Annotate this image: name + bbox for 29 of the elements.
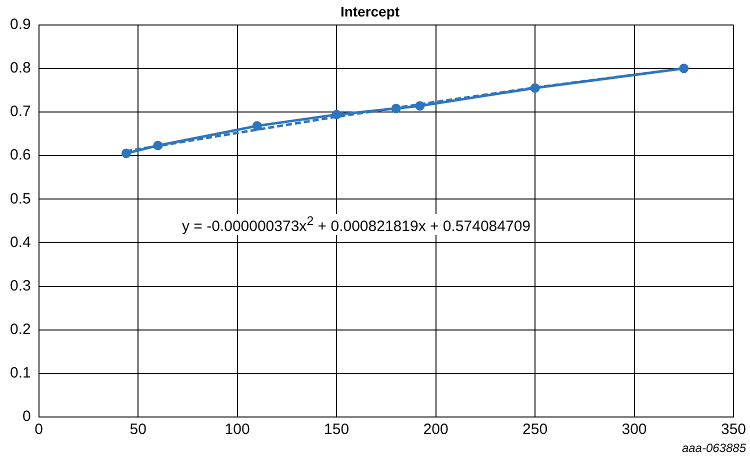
y-tick-label: 0.3 (10, 277, 31, 294)
annotation: y = -0.000000373x$^{2}$ + 0.000821819x + 0.574084709 (182, 214, 531, 235)
text: aaa-063885 (682, 441, 746, 455)
x-tick-label: 50 (130, 421, 146, 438)
x-tick-label: 100 (224, 421, 250, 438)
point (121, 148, 131, 158)
chart-title: Intercept (340, 3, 400, 20)
point (332, 110, 342, 120)
x-tick-label: 350 (720, 421, 746, 438)
y-tick-label: 0.7 (10, 103, 31, 120)
point (391, 104, 401, 114)
x-tick-label: 150 (324, 421, 350, 438)
x-tick-label: 0 (34, 421, 44, 438)
y-tick-label: 0.6 (10, 146, 31, 164)
y-tick-label: 0.1 (10, 364, 31, 382)
y-tick-label: 0.9 (10, 16, 31, 33)
y-tick-label: 0.5 (10, 190, 31, 208)
point (252, 121, 262, 131)
point (415, 101, 425, 111)
x-tick-label: 200 (423, 421, 448, 438)
y-tick-label: 0.4 (10, 234, 31, 251)
y-tick-label: 0.2 (10, 320, 31, 338)
point (530, 83, 540, 93)
y-tick-label: 0 (22, 408, 31, 426)
x-tick-label: 300 (622, 421, 647, 438)
point (679, 64, 689, 74)
point (153, 140, 163, 150)
x-tick-label: 250 (522, 421, 548, 438)
y-tick-label: 0.8 (10, 60, 31, 77)
